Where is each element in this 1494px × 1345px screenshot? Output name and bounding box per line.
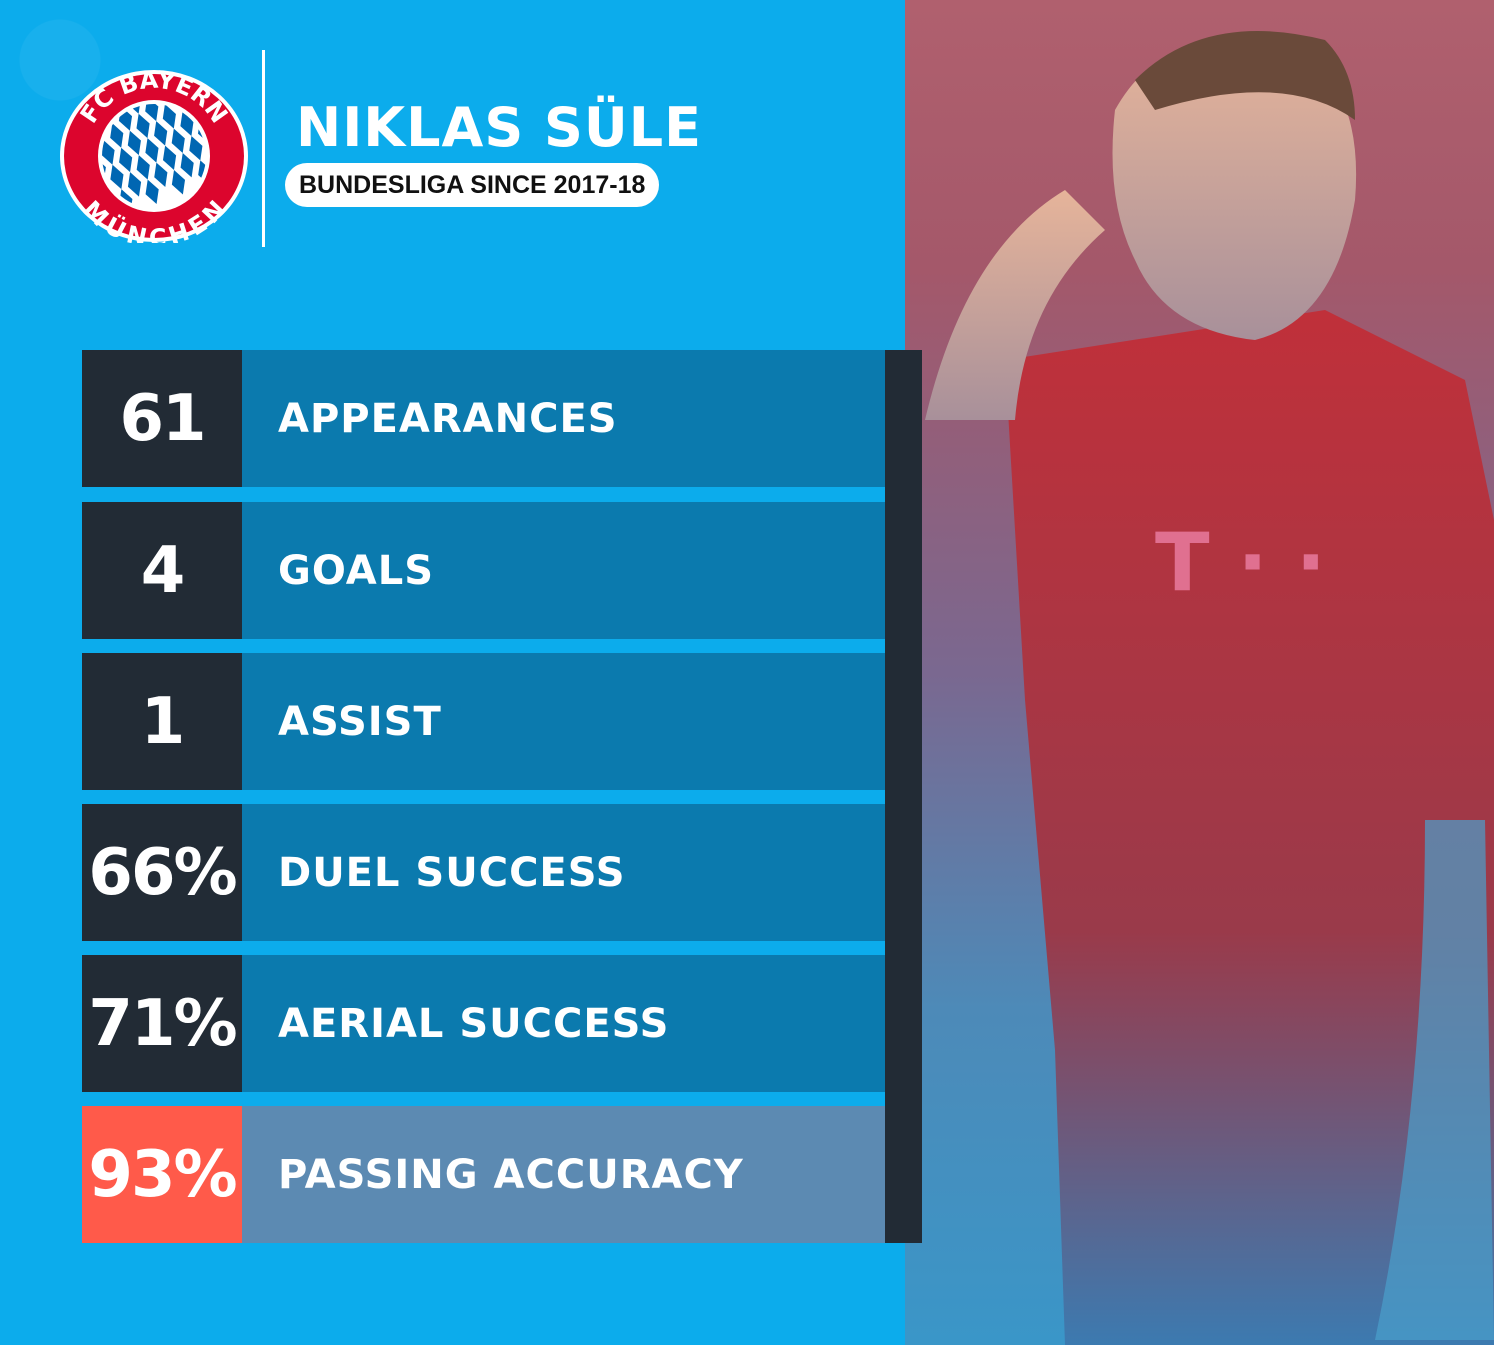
svg-text:T · ·: T · · xyxy=(1155,516,1326,609)
logo-diamond xyxy=(119,147,133,173)
logo-diamond xyxy=(136,155,150,180)
stat-value: 66% xyxy=(82,804,242,941)
stat-row-passing-accuracy: 93% PASSING ACCURACY xyxy=(82,1106,885,1243)
header-divider xyxy=(262,50,265,247)
stat-label: AERIAL SUCCESS xyxy=(242,955,885,1092)
stat-row-aerial-success: 71% AERIAL SUCCESS xyxy=(82,955,885,1092)
stat-label: PASSING ACCURACY xyxy=(242,1106,885,1243)
stat-value: 71% xyxy=(82,955,242,1092)
logo-diamond xyxy=(154,121,168,146)
logo-diamond xyxy=(145,138,159,163)
stat-value: 4 xyxy=(82,502,242,639)
logo-diamond xyxy=(162,145,177,171)
stat-label: GOALS xyxy=(242,502,885,639)
logo-diamond xyxy=(171,128,185,154)
stat-label: ASSIST xyxy=(242,653,885,790)
logo-diamond xyxy=(145,179,159,205)
stat-label: DUEL SUCCESS xyxy=(242,804,885,941)
stat-value: 1 xyxy=(82,653,242,790)
stat-row-assist: 1 ASSIST xyxy=(82,653,885,790)
stat-label: APPEARANCES xyxy=(242,350,885,487)
subtitle-badge: BUNDESLIGA SINCE 2017-18 xyxy=(285,163,660,207)
logo-diamond xyxy=(102,140,115,165)
stat-row-goals: 4 GOALS xyxy=(82,502,885,639)
logo-diamond xyxy=(127,130,141,156)
stat-value: 61 xyxy=(82,350,242,487)
logo-diamond xyxy=(127,172,142,197)
player-photo: T · · xyxy=(905,0,1494,1345)
logo-diamond xyxy=(162,104,176,129)
logo-diamond xyxy=(127,104,141,114)
logo-diamond xyxy=(180,111,194,136)
stat-value: 93% xyxy=(82,1106,242,1243)
player-photo-icon: T · · xyxy=(925,31,1494,1345)
logo-diamond xyxy=(145,104,159,122)
logo-diamond xyxy=(154,162,168,188)
player-name: NIKLAS SÜLE xyxy=(296,96,703,159)
logo-diamond xyxy=(110,164,124,190)
stat-row-appearances: 61 APPEARANCES xyxy=(82,350,885,487)
logo-diamond xyxy=(171,170,186,195)
logo-diamond xyxy=(110,123,124,148)
stats-side-strip xyxy=(885,350,922,1243)
logo-diamond xyxy=(180,153,194,178)
logo-diamond xyxy=(136,113,150,139)
club-logo: FC BAYERN MÜNCHEN xyxy=(58,65,250,252)
logo-diamond xyxy=(189,135,203,161)
stat-row-duel-success: 66% DUEL SUCCESS xyxy=(82,804,885,941)
